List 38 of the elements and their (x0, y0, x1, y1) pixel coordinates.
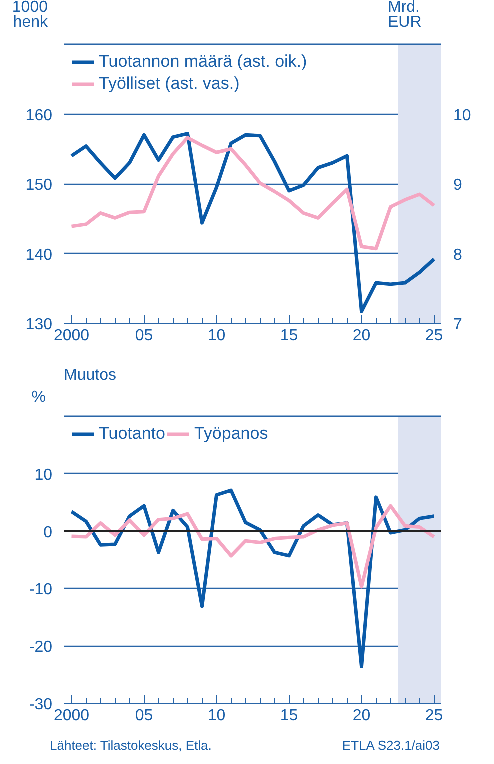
y-tick-label: -20 (29, 639, 53, 656)
legend-label: Tuotannon määrä (ast. oik.) (99, 52, 308, 72)
x-tick-label: 25 (425, 708, 444, 724)
text: ETLA S23.1/ai03 (342, 738, 440, 753)
x-tick-label: 2000 (54, 328, 90, 344)
y2-tick-label: 8 (454, 246, 462, 264)
y2-tick-label: 7 (454, 316, 462, 334)
line-series (70, 132, 436, 314)
y2-tick-label: 9 (454, 177, 462, 194)
y-tick-label: -30 (29, 696, 53, 714)
y-axis-title: 1000 henk (12, 0, 48, 32)
y-tick-label: 140 (26, 246, 53, 264)
x-tick-label: 20 (352, 708, 371, 724)
x-tick-label: 20 (352, 328, 371, 344)
x-tick-label: 2000 (54, 708, 90, 724)
legend-label: Työpanos (194, 424, 268, 444)
y-tick-label: 0 (44, 524, 53, 542)
x-tick-label: 25 (425, 328, 444, 344)
y2-axis-title: Mrd. EUR (388, 0, 422, 32)
y-tick-label: -10 (29, 582, 53, 599)
line-series (70, 504, 436, 589)
y2-tick-label: 10 (454, 107, 472, 124)
x-tick-label: 10 (208, 328, 226, 344)
line-series (70, 136, 436, 251)
y-tick-label: 130 (26, 316, 53, 334)
chart-title: Muutos (64, 367, 116, 384)
x-tick-label: 15 (280, 328, 298, 344)
legend-label: Työlliset (ast. vas.) (99, 74, 240, 94)
x-tick-label: 15 (280, 708, 298, 724)
text: Lähteet: Tilastokeskus, Etla. (50, 738, 212, 753)
y-tick-label: 160 (26, 107, 53, 124)
y-tick-label: 10 (34, 466, 53, 484)
legend-label: Tuotanto (99, 424, 166, 444)
x-tick-label: 10 (208, 708, 226, 724)
y-tick-label: 150 (26, 177, 53, 194)
x-tick-label: 05 (135, 708, 154, 724)
y-axis-title: % (32, 389, 46, 406)
x-tick-label: 05 (135, 328, 154, 344)
